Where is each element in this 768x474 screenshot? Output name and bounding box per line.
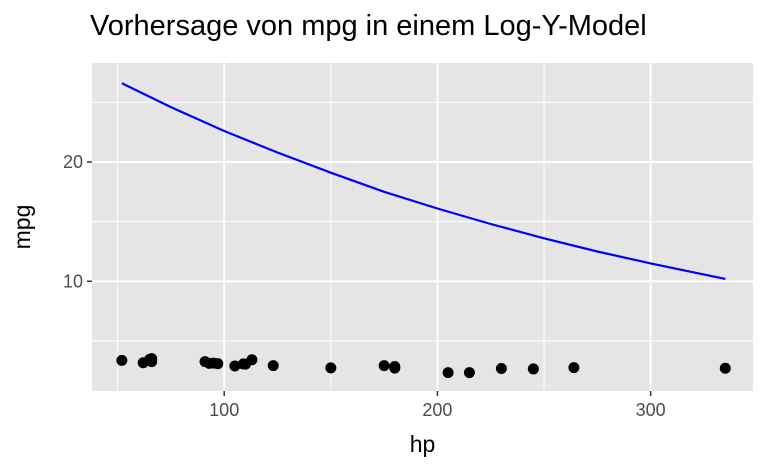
data-point bbox=[463, 367, 475, 379]
data-point bbox=[389, 362, 401, 374]
x-tick-label: 100 bbox=[209, 400, 239, 420]
data-point bbox=[378, 360, 390, 372]
chart-title: Vorhersage von mpg in einem Log-Y-Model bbox=[90, 10, 647, 42]
data-point bbox=[116, 354, 128, 366]
data-point bbox=[719, 362, 731, 374]
x-tick-label: 300 bbox=[636, 400, 666, 420]
data-point bbox=[495, 362, 507, 374]
data-point bbox=[212, 358, 224, 370]
data-point bbox=[246, 354, 258, 366]
data-point bbox=[267, 360, 279, 372]
y-tick-label: 10 bbox=[63, 271, 83, 291]
data-point bbox=[568, 362, 580, 374]
data-point bbox=[325, 362, 337, 374]
data-point bbox=[442, 367, 454, 379]
x-tick-label: 200 bbox=[422, 400, 452, 420]
prediction-line bbox=[121, 82, 726, 280]
y-axis-label: mpg bbox=[9, 205, 35, 250]
plot-panel bbox=[92, 63, 753, 391]
data-point bbox=[527, 363, 539, 375]
x-axis-label: hp bbox=[410, 431, 436, 457]
data-point bbox=[229, 360, 241, 372]
data-point bbox=[146, 356, 158, 368]
y-tick-label: 20 bbox=[63, 152, 83, 172]
